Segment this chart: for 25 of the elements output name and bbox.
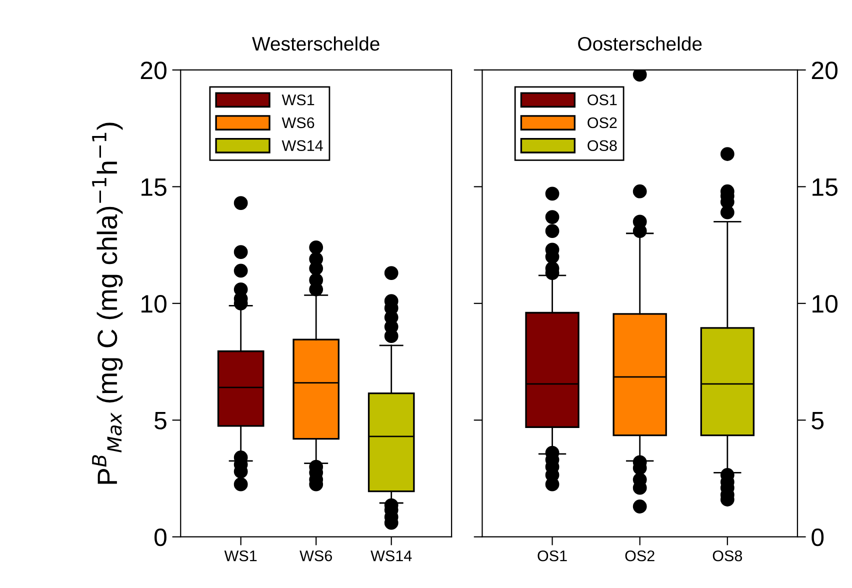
y-tick-label: 5 [812, 412, 824, 430]
legend-label: WS6 [282, 117, 314, 128]
y-tick-label: 15 [142, 178, 166, 196]
y-tick-label: 0 [812, 528, 824, 546]
chart-title: Oosterschelde [578, 36, 702, 51]
legend-label: OS2 [588, 117, 617, 128]
y-tick-label: 10 [812, 295, 838, 313]
y-tick-label: 10 [142, 295, 166, 313]
legend-label: WS14 [282, 140, 323, 152]
y-axis-title: P$^{B}$$_{Max}$ (mg C (mg chla)$^{−1}$h$^{−1}$) [92, 122, 123, 484]
x-tick-label: WS6 [300, 550, 332, 562]
legend-label: WS1 [282, 94, 314, 106]
x-tick-label: OS2 [625, 550, 654, 562]
x-tick-label: WS14 [370, 550, 412, 562]
x-tick-label: OS1 [538, 550, 567, 562]
x-tick-label: WS1 [224, 550, 257, 562]
legend-label: OS8 [588, 140, 617, 152]
x-tick-label: OS8 [712, 550, 742, 562]
chart-title: Westerschelde [252, 36, 380, 51]
y-tick-label: 5 [154, 412, 166, 430]
legend-label: OS1 [588, 94, 617, 106]
y-tick-label: 20 [140, 62, 166, 80]
y-tick-label: 20 [812, 62, 838, 80]
y-tick-label: 15 [812, 178, 838, 196]
y-tick-label: 0 [154, 528, 166, 546]
